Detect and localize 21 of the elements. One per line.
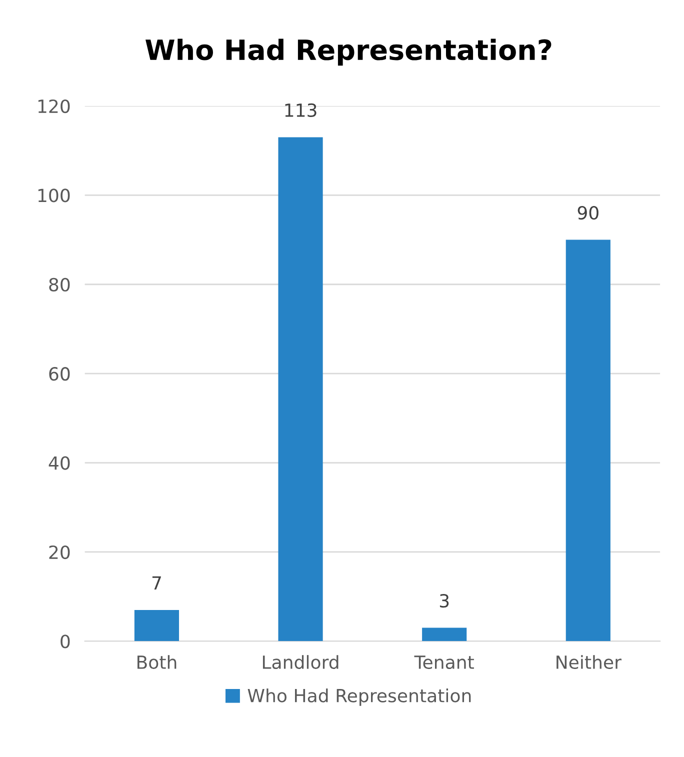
data-label: 90 [578, 206, 598, 220]
bar [422, 628, 467, 642]
legend-label: Who Had Representation [248, 688, 471, 706]
y-tick-label: 60 [49, 367, 70, 381]
y-tick-label: 40 [48, 456, 70, 470]
y-tick-label: 80 [49, 278, 70, 292]
data-label: 113 [285, 103, 316, 118]
bar [278, 137, 323, 642]
y-tick-label: 20 [49, 545, 70, 560]
y-tick-label: 100 [38, 188, 70, 202]
x-tick-label: Neither [556, 655, 622, 670]
x-tick-label: Both [138, 655, 176, 670]
y-tick-label: 0 [60, 634, 70, 648]
data-label: 7 [152, 576, 161, 590]
bar [134, 610, 180, 642]
y-tick-label: 120 [38, 99, 70, 114]
x-tick-label: Landlord [262, 655, 338, 670]
data-label: 3 [440, 594, 449, 608]
bar [566, 240, 610, 642]
x-tick-label: Tenant [414, 656, 474, 670]
chart-title: Who Had Representation? [146, 38, 552, 66]
